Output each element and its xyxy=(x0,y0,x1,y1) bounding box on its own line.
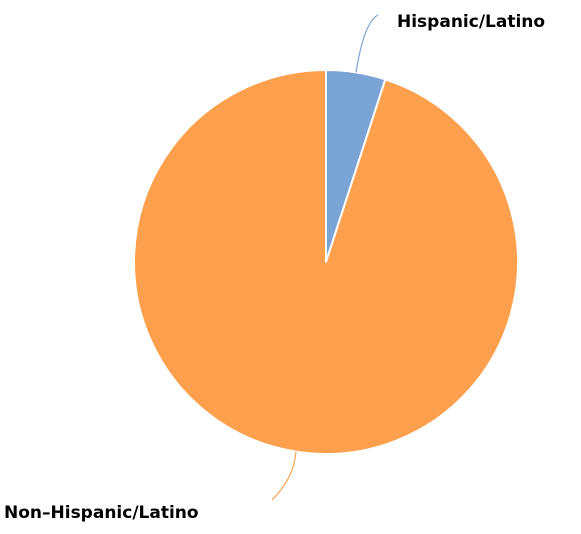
slice-label-hispanic-latino: Hispanic/Latino xyxy=(397,12,545,32)
leader-line-hispanic-latino xyxy=(355,14,379,73)
leader-line-non-hispanic-latino xyxy=(271,451,297,501)
slice-labels: Hispanic/Latino Non–Hispanic/Latino xyxy=(4,12,545,523)
leader-lines xyxy=(271,14,379,501)
pie-slice-non-hispanic-latino xyxy=(133,69,519,455)
pie-slices xyxy=(133,69,519,455)
slice-label-non-hispanic-latino: Non–Hispanic/Latino xyxy=(4,503,199,523)
